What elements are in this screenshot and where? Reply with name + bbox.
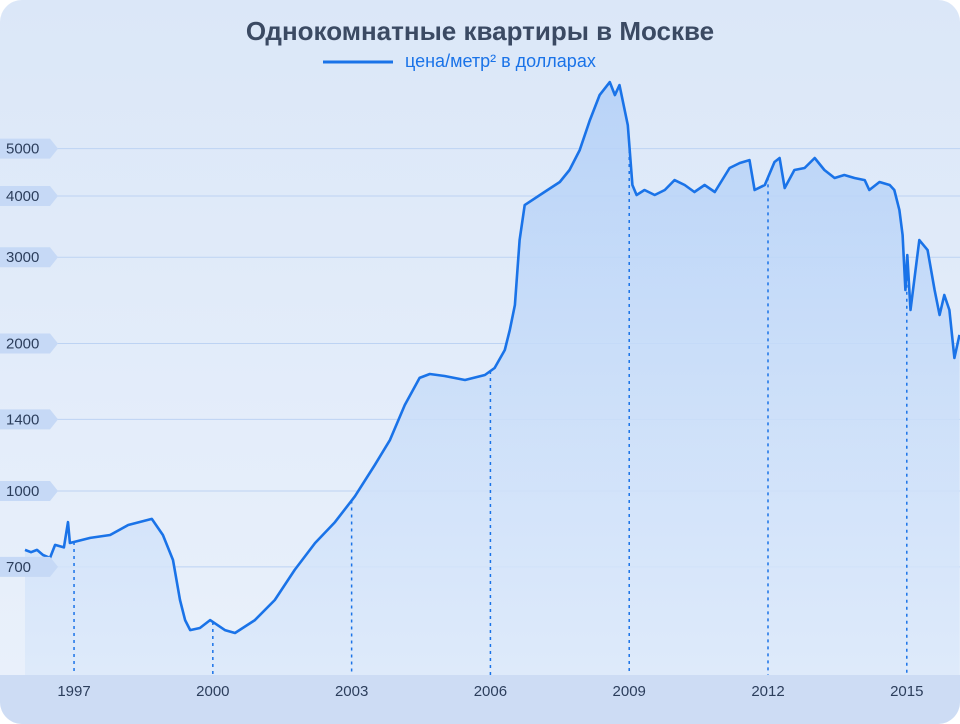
y-tick-label: 2000	[6, 335, 39, 352]
x-tick-label: 2003	[335, 683, 368, 700]
x-tick-label: 2009	[613, 683, 646, 700]
y-tick-label: 1000	[6, 483, 39, 500]
y-tick-label: 1400	[6, 411, 39, 428]
x-tick-label: 2015	[890, 683, 923, 700]
y-tick-label: 4000	[6, 188, 39, 205]
y-tick-tag	[0, 556, 58, 577]
x-tick-label: 2012	[751, 683, 784, 700]
y-tick-label: 700	[6, 559, 31, 576]
x-axis-band	[0, 675, 960, 724]
y-tick-tag	[0, 333, 58, 354]
y-tick-label: 5000	[6, 141, 39, 158]
line	[24, 80, 960, 635]
y-tick-tag	[0, 186, 58, 207]
chart-title: Однокомнатные квартиры в Москве	[246, 16, 714, 46]
x-tick-label: 2006	[474, 683, 507, 700]
y-tick-tag	[0, 247, 58, 268]
x-tick-label: 1997	[57, 683, 90, 700]
y-tick-tag	[0, 409, 58, 430]
y-tick-tag	[0, 480, 58, 501]
x-tick-label: 2000	[196, 683, 229, 700]
legend-label: цена/метр² в долларах	[405, 51, 596, 71]
y-tick-tag	[0, 138, 58, 159]
area	[25, 82, 960, 676]
y-tick-label: 3000	[6, 249, 39, 266]
